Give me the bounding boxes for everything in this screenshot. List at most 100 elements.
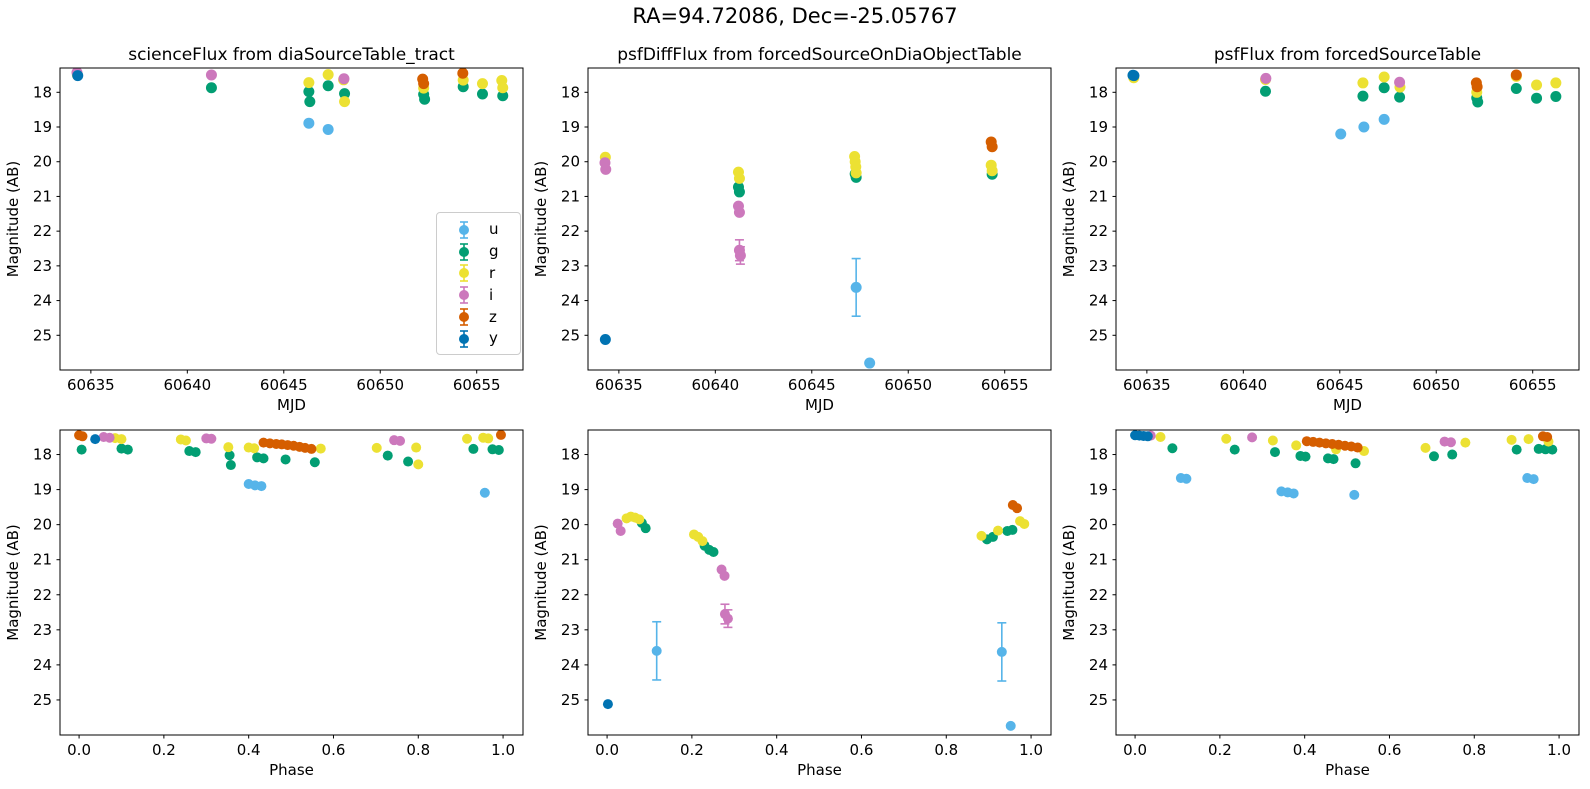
data-point-g [122, 444, 133, 455]
data-point-u [1349, 489, 1360, 500]
y-tick-label: 21 [561, 187, 580, 205]
data-point-g [339, 88, 351, 100]
data-point-r [413, 459, 424, 470]
data-point-i [1260, 72, 1272, 84]
y-tick-label: 18 [1089, 83, 1108, 101]
data-point-i [722, 613, 733, 624]
data-point-r [339, 96, 351, 108]
x-axis-label: Phase [1325, 761, 1370, 779]
y-axis-label: Magnitude (AB) [4, 524, 22, 641]
data-point-g [1472, 96, 1484, 108]
data-point-y [602, 699, 613, 710]
data-point-g [205, 82, 217, 94]
data-points-group [71, 68, 509, 135]
data-point-g [1328, 454, 1339, 465]
data-point-r [1523, 434, 1534, 445]
data-point-u [1005, 720, 1016, 731]
data-point-z [495, 430, 506, 440]
data-point-g [1547, 444, 1558, 455]
data-point-i [205, 69, 217, 81]
data-point-r [223, 442, 234, 453]
data-point-r [116, 434, 127, 445]
legend-item-label: y [489, 329, 498, 348]
x-tick-label: 60650 [884, 376, 932, 394]
data-point-u [996, 646, 1007, 657]
axes-frame [1115, 429, 1580, 736]
data-point-z [1510, 69, 1522, 81]
data-points-group [602, 500, 1030, 731]
data-point-g [280, 454, 291, 465]
data-point-u [322, 123, 334, 135]
data-point-u [651, 645, 662, 656]
legend-item-label: u [489, 220, 499, 239]
y-tick-label: 24 [1089, 292, 1108, 310]
y-tick-label: 24 [33, 292, 52, 310]
x-axis-label: MJD [805, 396, 834, 414]
data-points-group [1127, 69, 1562, 140]
data-point-g [493, 444, 504, 455]
y-tick-label: 21 [33, 551, 52, 569]
data-point-z [1352, 442, 1363, 453]
y-tick-label: 21 [1089, 187, 1108, 205]
data-point-r [1460, 437, 1471, 448]
data-point-g [708, 547, 719, 557]
x-tick-label: 60645 [788, 376, 836, 394]
y-axis-label: Magnitude (AB) [4, 161, 22, 278]
legend-item-y: y [456, 328, 520, 350]
x-tick-label: 0.0 [1123, 741, 1147, 759]
data-point-g [1428, 451, 1439, 462]
data-point-g [1378, 82, 1390, 94]
data-point-r [1531, 79, 1543, 91]
y-tick-label: 22 [561, 586, 580, 604]
legend-item-label: i [489, 285, 494, 304]
data-point-r [462, 433, 473, 444]
x-tick-label: 60635 [67, 376, 115, 394]
data-point-r [733, 172, 745, 184]
y-tick-label: 22 [33, 222, 52, 240]
data-point-g [468, 443, 479, 454]
data-point-g [322, 80, 334, 92]
data-point-g [1007, 524, 1018, 535]
y-tick-label: 20 [561, 153, 580, 171]
legend-item-i: i [456, 284, 520, 306]
x-tick-label: 60645 [1316, 376, 1364, 394]
legend-item-label: z [489, 307, 497, 326]
y-tick-label: 20 [33, 516, 52, 534]
x-tick-label: 0.0 [67, 741, 91, 759]
x-tick-label: 60645 [260, 376, 308, 394]
x-tick-label: 0.2 [680, 741, 704, 759]
band-marker-icon [459, 242, 469, 261]
y-tick-label: 18 [561, 446, 580, 464]
data-point-r [993, 525, 1004, 536]
data-point-g [1511, 444, 1522, 455]
y-tick-label: 18 [33, 83, 52, 101]
data-point-g [382, 450, 393, 461]
data-point-g [1550, 90, 1562, 102]
y-tick-label: 18 [561, 83, 580, 101]
data-point-r [976, 530, 987, 541]
data-point-r [180, 435, 191, 446]
data-point-y [1142, 431, 1153, 442]
x-tick-label: 1.0 [1019, 741, 1043, 759]
data-point-g [1531, 92, 1543, 104]
data-point-g [303, 86, 315, 98]
y-tick-label: 20 [561, 516, 580, 534]
data-point-g [1350, 458, 1361, 469]
data-point-r [634, 514, 645, 525]
y-tick-label: 21 [561, 551, 580, 569]
data-point-r [1019, 518, 1030, 529]
data-point-z [457, 68, 469, 79]
data-points-group [1130, 430, 1558, 500]
y-tick-label: 25 [33, 691, 52, 709]
data-point-u [1528, 474, 1539, 485]
band-marker-icon [459, 286, 469, 305]
data-point-r [483, 433, 494, 444]
data-point-g [1229, 444, 1240, 455]
x-tick-label: 60640 [163, 376, 211, 394]
subplot-psfdiff_phase: 0.0 0.2 0.4 0.6 0.8 1.0 18 19 20 21 22 23 24 25 Phase M… [532, 429, 1052, 779]
data-point-r [476, 78, 488, 90]
subplot-title: scienceFlux from diaSourceTable_tract [128, 45, 455, 65]
data-point-g [1260, 85, 1272, 97]
